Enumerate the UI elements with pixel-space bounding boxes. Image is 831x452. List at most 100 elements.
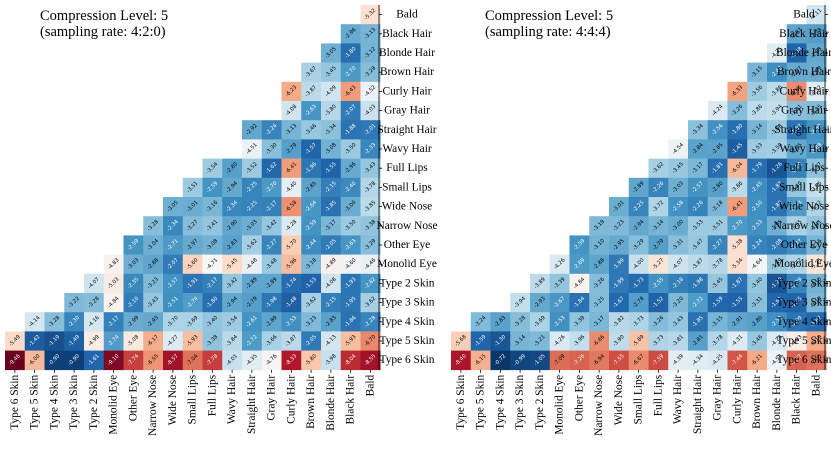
- heatmap-cell: [222, 177, 243, 198]
- heatmap-cell: [360, 24, 381, 44]
- heatmap-cell: [510, 350, 531, 371]
- row-label: Bald: [793, 9, 815, 21]
- row-label: Curly Hair: [779, 85, 828, 97]
- row-label: Straight Hair: [774, 124, 831, 136]
- heatmap-cell: [727, 254, 748, 275]
- heatmap-cell: [609, 273, 630, 294]
- heatmap-cell: [281, 158, 302, 179]
- heatmap-cell: [806, 350, 827, 371]
- heatmap-cell: [628, 254, 649, 275]
- row-label: Straight Hair: [377, 124, 436, 136]
- heatmap-cell: [609, 254, 630, 275]
- heatmap-cell: [470, 350, 491, 371]
- row-label: Type 3 Skin: [777, 297, 831, 309]
- heatmap-cell: [242, 139, 263, 159]
- heatmap-cell: [628, 197, 649, 217]
- heatmap-cell: [510, 293, 531, 313]
- row-label: Brown Hair: [380, 66, 434, 78]
- heatmap-cell: [806, 312, 827, 332]
- heatmap-cell: [688, 273, 709, 294]
- heatmap-cell: [321, 312, 342, 332]
- col-label: Type 4 Skin: [494, 374, 506, 429]
- heatmap-cell: [786, 62, 807, 83]
- heatmap-cell: [261, 350, 282, 371]
- heatmap-cell: [549, 350, 570, 371]
- row-label: Small Lips: [779, 181, 829, 193]
- heatmap-cell: [609, 331, 630, 351]
- heatmap-cell: [490, 350, 511, 371]
- heatmap-cell: [806, 158, 827, 179]
- heatmap-cell: [103, 293, 124, 313]
- col-label: Type 2 Skin: [534, 374, 546, 429]
- heatmap-cell: [182, 293, 203, 313]
- heatmap-cell: [360, 350, 381, 371]
- heatmap-cell: [360, 254, 381, 275]
- heatmap-cell: [340, 158, 361, 179]
- col-label: Type 3 Skin: [68, 374, 80, 429]
- heatmap-cell: [727, 293, 748, 313]
- heatmap-cell: [163, 235, 184, 255]
- heatmap-cell: [628, 293, 649, 313]
- row-label: Gray Hair: [781, 105, 827, 117]
- col-label: Type 6 Skin: [455, 374, 467, 429]
- heatmap-cell: [786, 216, 807, 236]
- heatmap-cell: [707, 120, 728, 140]
- col-label: Full Lips: [206, 374, 218, 416]
- heatmap-cell: [360, 43, 381, 63]
- heatmap-cell: [786, 24, 807, 44]
- col-label: Narrow Nose: [593, 375, 605, 436]
- col-label: Brown Hair: [751, 375, 763, 429]
- heatmap-cell: [806, 331, 827, 351]
- heatmap-cell: [182, 254, 203, 275]
- heatmap-cell: [103, 331, 124, 351]
- col-label: Curly Hair: [285, 375, 297, 424]
- heatmap-cell: [261, 139, 282, 159]
- row-label: Wide Nose: [382, 201, 432, 213]
- heatmap-cell: [143, 293, 164, 313]
- col-label: Blonde Hair: [771, 375, 783, 431]
- heatmap-cell: [340, 197, 361, 217]
- heatmap-cell: [281, 350, 302, 371]
- heatmap-cell: [707, 331, 728, 351]
- heatmap-cell: [321, 62, 342, 83]
- heatmap-cell: [648, 158, 669, 179]
- heatmap-cell: [123, 254, 144, 275]
- heatmap-cell: [261, 312, 282, 332]
- heatmap-cell: [747, 216, 768, 236]
- heatmap-cell: [222, 312, 243, 332]
- heatmap-cell: [340, 273, 361, 294]
- heatmap-cell: [767, 81, 788, 102]
- heatmap-cell: [182, 235, 203, 255]
- heatmap-cell: [321, 139, 342, 159]
- heatmap-cell: [360, 120, 381, 140]
- heatmap-cell: [163, 331, 184, 351]
- heatmap-cell: [806, 24, 827, 44]
- heatmap-cell: [648, 177, 669, 198]
- heatmap-cell: [44, 350, 65, 371]
- heatmap-cell: [321, 235, 342, 255]
- heatmap-cell: [727, 120, 748, 140]
- row-label: Black Hair: [779, 28, 829, 40]
- row-label: Gray Hair: [384, 105, 430, 117]
- heatmap-cell: [806, 5, 827, 25]
- heatmap-cell: [163, 273, 184, 294]
- heatmap-cell: [688, 312, 709, 332]
- heatmap-cell: [340, 350, 361, 371]
- row-label: Small Lips: [382, 181, 432, 193]
- heatmap-cell: [281, 235, 302, 255]
- row-label: Narrow Nose: [773, 220, 831, 232]
- heatmap-cell: [64, 293, 85, 313]
- heatmap-cell: [261, 197, 282, 217]
- heatmap-cell: [707, 350, 728, 371]
- heatmap-cell: [707, 158, 728, 179]
- heatmap-cell: [549, 312, 570, 332]
- heatmap-cell: [747, 81, 768, 102]
- heatmap-cell: [261, 273, 282, 294]
- heatmap-cell: [222, 235, 243, 255]
- heatmap-cell: [261, 331, 282, 351]
- heatmap-cell: [222, 216, 243, 236]
- heatmap-cell: [301, 273, 322, 294]
- heatmap-cell: [24, 331, 45, 351]
- heatmap-cell: [340, 120, 361, 140]
- heatmap-cell: [688, 254, 709, 275]
